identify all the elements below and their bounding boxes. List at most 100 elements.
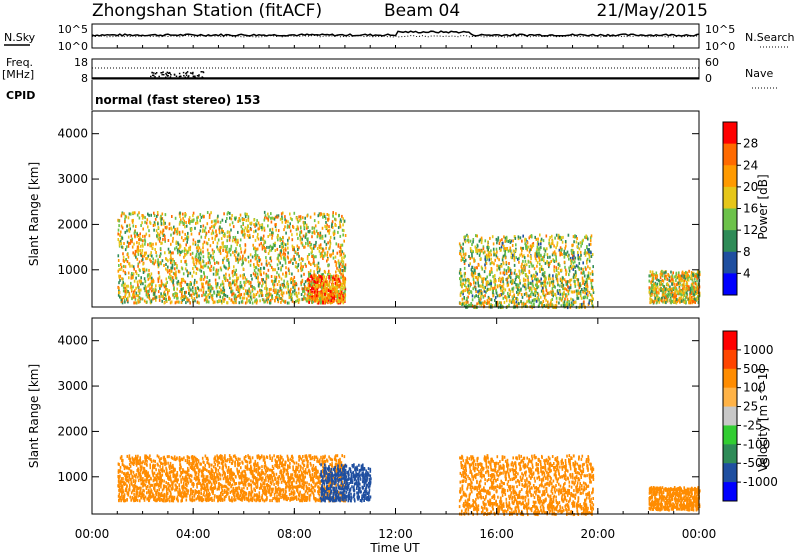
heat-cell [548, 261, 550, 265]
heat-cell [282, 235, 284, 239]
heat-cell [460, 271, 462, 275]
heat-cell [198, 294, 200, 298]
heat-cell [232, 459, 234, 463]
heat-cell [280, 477, 282, 481]
heat-cell [591, 278, 594, 282]
heat-cell [242, 261, 244, 265]
heat-cell [307, 225, 309, 229]
heat-cell [189, 271, 192, 275]
heat-cell [180, 287, 183, 291]
heat-cell [651, 286, 654, 290]
heat-cell [274, 241, 276, 245]
heat-cell [144, 220, 146, 224]
heat-cell [179, 283, 181, 287]
heat-cell [256, 272, 259, 276]
heat-cell [566, 254, 569, 258]
heat-cell [175, 240, 178, 244]
heat-cell [279, 251, 282, 255]
heat-cell [274, 223, 276, 227]
heat-cell [303, 245, 305, 249]
heat-cell [685, 300, 687, 304]
heat-cell [654, 296, 657, 300]
heat-cell [197, 267, 199, 271]
heat-cell [140, 238, 143, 242]
heat-cell [175, 270, 177, 274]
heat-cell [226, 294, 229, 298]
heat-cell [174, 273, 177, 277]
heat-cell [247, 260, 250, 264]
heat-cell [276, 283, 279, 286]
heat-cell [551, 289, 554, 293]
heat-cell [326, 294, 329, 298]
heat-cell [519, 236, 522, 240]
heat-cell [231, 271, 234, 275]
heat-cell [342, 274, 344, 278]
heat-cell [333, 229, 336, 233]
heat-cell [335, 242, 338, 246]
heat-cell [253, 286, 255, 289]
heat-cell [250, 228, 252, 232]
heat-cell [313, 262, 315, 266]
heat-cell [282, 291, 285, 295]
heat-cell [171, 239, 174, 243]
heat-cell [127, 284, 129, 288]
heat-cell [144, 242, 146, 246]
heat-cell [264, 240, 267, 244]
heat-cell [523, 292, 526, 296]
heat-cell [524, 263, 526, 267]
heat-cell [289, 260, 292, 264]
heat-cell [475, 247, 477, 251]
heat-cell [202, 224, 205, 228]
heat-cell [682, 298, 684, 302]
heat-cell [334, 287, 336, 291]
heat-cell [530, 234, 533, 238]
heat-cell [160, 294, 163, 298]
heat-cell [476, 266, 478, 270]
heat-cell [481, 282, 484, 286]
heat-cell [257, 227, 260, 231]
heat-cell [659, 281, 661, 285]
heat-cell [339, 290, 342, 294]
heat-cell [165, 282, 167, 286]
heat-cell [311, 231, 314, 235]
heat-cell [590, 255, 593, 258]
heat-cell [299, 230, 301, 234]
heat-cell [474, 287, 477, 291]
heat-cell [160, 217, 163, 221]
heat-cell [210, 232, 213, 236]
heat-cell [555, 246, 557, 250]
heat-cell [238, 217, 240, 220]
heat-cell [271, 216, 274, 220]
heat-cell [267, 295, 270, 299]
heat-cell [194, 255, 197, 259]
heat-cell [218, 276, 221, 280]
heat-cell [528, 299, 531, 303]
heat-cell [554, 252, 557, 256]
heat-cell [548, 273, 551, 277]
heat-cell [589, 266, 591, 270]
heat-cell [572, 275, 575, 279]
heat-cell [221, 282, 224, 286]
heat-cell [271, 236, 273, 240]
heat-cell [205, 262, 208, 266]
heat-cell [182, 287, 184, 290]
heat-cell [499, 239, 501, 243]
heat-cell [251, 284, 253, 288]
heat-cell [579, 241, 582, 245]
heat-cell [568, 253, 570, 257]
heat-cell [651, 283, 653, 287]
heat-cell [532, 264, 535, 268]
heat-cell [341, 259, 343, 263]
heat-cell [321, 236, 324, 240]
heat-cell [244, 276, 246, 280]
heat-cell [463, 235, 465, 239]
heat-cell [334, 217, 336, 221]
heat-cell [130, 273, 133, 277]
heat-cell [460, 258, 463, 262]
heat-cell [132, 272, 135, 276]
heat-cell [267, 217, 269, 221]
heat-cell [259, 267, 262, 270]
heat-cell [278, 289, 280, 293]
heat-cell [322, 274, 325, 278]
heat-cell [130, 234, 133, 238]
